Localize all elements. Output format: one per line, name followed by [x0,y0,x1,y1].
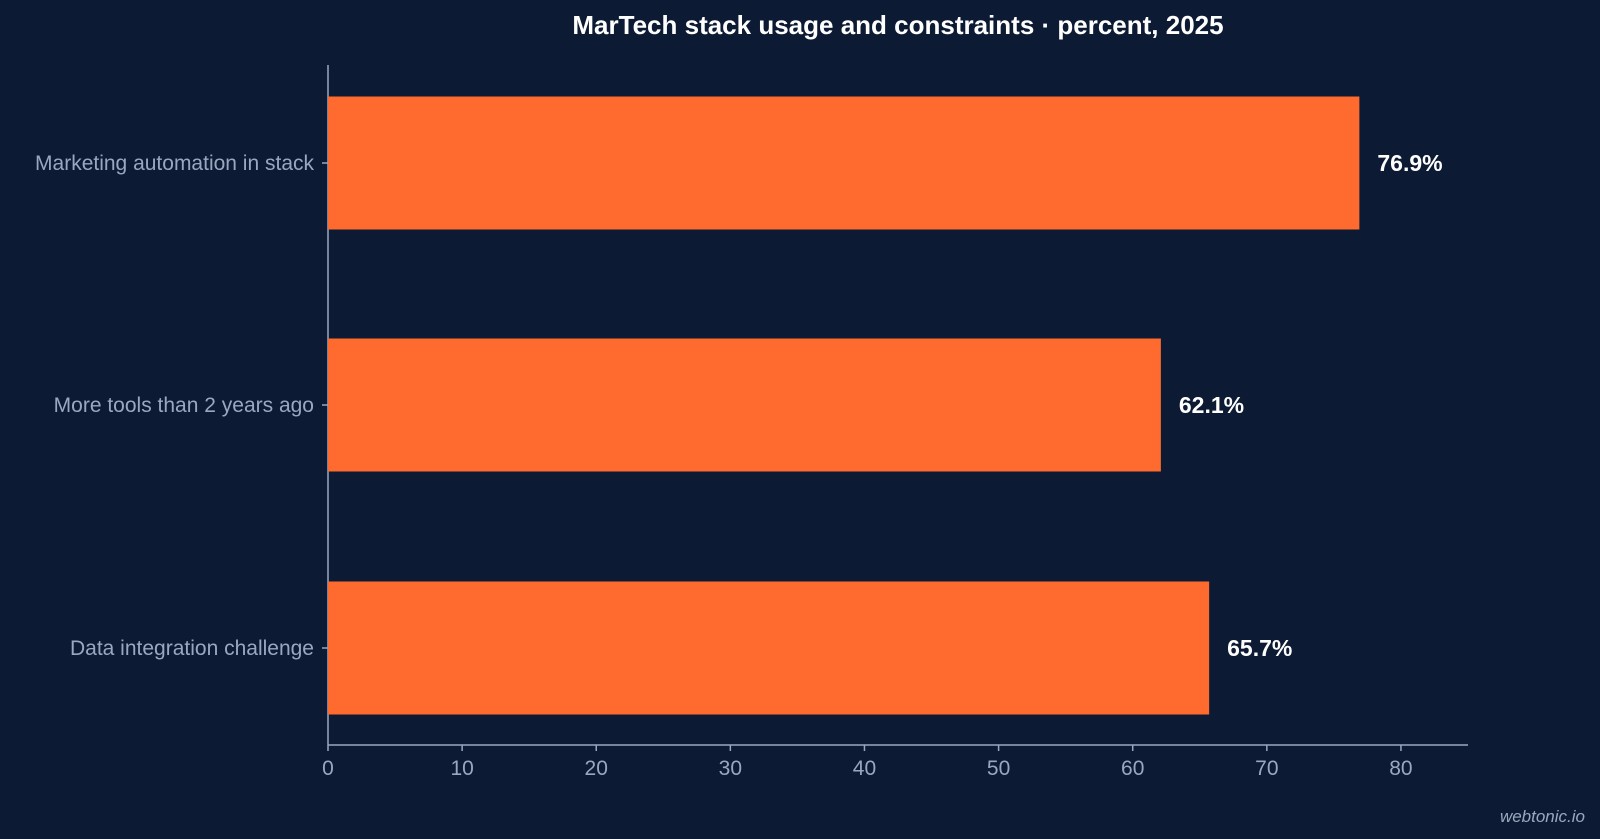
x-tick-label: 80 [1389,757,1412,780]
x-tick-label: 30 [719,757,742,780]
x-tick-label: 10 [450,757,473,780]
x-tick-label: 20 [585,757,608,780]
credit-text: webtonic.io [1500,807,1585,826]
category-label: More tools than 2 years ago [54,394,314,417]
x-tick-label: 50 [987,757,1010,780]
data-label: 76.9% [1377,150,1442,176]
x-tick-label: 40 [853,757,876,780]
category-label: Data integration challenge [70,637,314,660]
bars-group: Marketing automation in stack 76.9% More t… [35,96,1443,715]
chart-title: MarTech stack usage and constraints · pe… [572,10,1223,40]
x-tick-label: 60 [1121,757,1144,780]
bar [328,338,1161,472]
data-label: 65.7% [1227,635,1292,661]
data-label: 62.1% [1179,392,1244,418]
x-tick-label: 70 [1255,757,1278,780]
x-ticks-group: 0 10 20 30 40 50 60 70 80 [322,745,1413,780]
bar [328,581,1210,715]
x-tick-label: 0 [322,757,334,780]
bar [328,96,1360,230]
category-label: Marketing automation in stack [35,152,314,175]
